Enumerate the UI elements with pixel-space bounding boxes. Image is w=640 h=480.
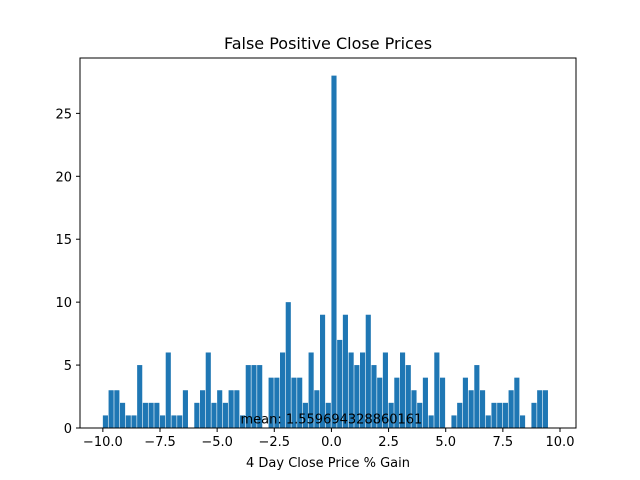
histogram-bar [542, 390, 548, 428]
histogram-bar [371, 365, 377, 428]
histogram-bar [502, 402, 508, 428]
histogram-bar [342, 314, 348, 428]
chart-title: False Positive Close Prices [224, 34, 432, 53]
histogram-bar [457, 402, 463, 428]
histogram-bar [394, 377, 400, 428]
x-tick-label: −5.0 [201, 435, 233, 450]
x-tick-label: 7.5 [493, 435, 514, 450]
y-tick-label: 15 [55, 233, 72, 248]
histogram-bar [314, 390, 320, 428]
histogram-bar [142, 402, 148, 428]
x-tick-label: −10.0 [83, 435, 123, 450]
histogram-bar [462, 377, 468, 428]
x-tick-label: −2.5 [258, 435, 290, 450]
histogram-bar [280, 352, 286, 428]
y-tick-label: 20 [55, 170, 72, 185]
histogram-bar [268, 377, 274, 428]
histogram-bar [120, 402, 126, 428]
histogram-bar [148, 402, 154, 428]
histogram-bar [171, 415, 177, 428]
histogram-bar [217, 390, 223, 428]
histogram-bar [388, 402, 394, 428]
histogram-bar [222, 402, 228, 428]
plot-frame [79, 57, 577, 429]
histogram-bar [228, 390, 234, 428]
y-tick-label: 0 [64, 422, 72, 437]
histogram-bar [354, 365, 360, 428]
histogram-bar [194, 402, 200, 428]
x-axis-label: 4 Day Close Price % Gain [246, 456, 410, 471]
x-tick-label: −7.5 [144, 435, 176, 450]
histogram-bar [285, 302, 291, 428]
histogram-bar [331, 75, 337, 428]
histogram-bar [400, 352, 406, 428]
histogram-bar [131, 415, 137, 428]
histogram-bar [325, 402, 331, 428]
y-tick-label: 10 [55, 296, 72, 311]
histogram-bar [137, 365, 143, 428]
histogram-bar [320, 314, 326, 428]
histogram-bar [377, 377, 383, 428]
histogram-bar [474, 365, 480, 428]
histogram-bar [485, 415, 491, 428]
histogram-bar [405, 365, 411, 428]
histogram-bar [411, 390, 417, 428]
histogram-bar [240, 415, 246, 428]
histogram-bar [182, 390, 188, 428]
histogram-bar [360, 352, 366, 428]
histogram-bar [468, 390, 474, 428]
histogram-bar [251, 365, 257, 428]
histogram-bar [245, 365, 251, 428]
histogram-bar [382, 352, 388, 428]
histogram-bar [205, 352, 211, 428]
histogram-bar [531, 402, 537, 428]
histogram-bar [537, 390, 543, 428]
histogram-bar [308, 352, 314, 428]
histogram-bar [291, 377, 297, 428]
histogram-bar [428, 415, 434, 428]
annotations-group: mean: 1.559694328860161 [240, 413, 422, 428]
x-tick-label: 0.0 [321, 435, 342, 450]
histogram-bar [451, 415, 457, 428]
histogram-bar [520, 415, 526, 428]
histogram-bar [337, 339, 343, 428]
histogram-bar [274, 377, 280, 428]
y-tick-label: 5 [64, 359, 72, 374]
histogram-bar [417, 402, 423, 428]
histogram-bar [154, 402, 160, 428]
mean-annotation: mean: 1.559694328860161 [240, 413, 422, 428]
histogram-bar [160, 415, 166, 428]
histogram-bar [200, 390, 206, 428]
histogram-bar [108, 390, 114, 428]
x-tick-label: 5.0 [435, 435, 456, 450]
y-tick-label: 25 [55, 107, 72, 122]
histogram-bar [177, 415, 183, 428]
bars-group [102, 75, 548, 428]
x-axis-ticks: −10.0 −7.5 −5.0 −2.5 0.0 2.5 5.0 7.5 10.0 [83, 428, 575, 450]
histogram-bar [302, 402, 308, 428]
histogram-bar [102, 415, 108, 428]
histogram-bar [234, 390, 240, 428]
histogram-bar [508, 390, 514, 428]
histogram-bar [480, 390, 486, 428]
histogram-bar [125, 415, 131, 428]
y-axis-ticks: 0 5 10 15 20 25 [55, 107, 80, 437]
histogram-bar [422, 377, 428, 428]
histogram-bar [434, 352, 440, 428]
histogram-bar [348, 352, 354, 428]
histogram-bar [440, 377, 446, 428]
x-tick-label: 10.0 [546, 435, 575, 450]
histogram-bar [165, 352, 171, 428]
histogram-bar [497, 402, 503, 428]
histogram-bar [365, 314, 371, 428]
histogram-bar [114, 390, 120, 428]
x-tick-label: 2.5 [378, 435, 399, 450]
histogram-bar [514, 377, 520, 428]
histogram-bar [257, 365, 263, 428]
histogram-bar [211, 402, 217, 428]
histogram-bar [297, 377, 303, 428]
histogram-bar [491, 402, 497, 428]
